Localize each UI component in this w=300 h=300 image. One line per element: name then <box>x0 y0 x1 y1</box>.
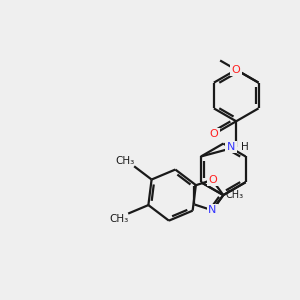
Text: N: N <box>227 142 235 152</box>
Text: CH₃: CH₃ <box>115 156 134 166</box>
Text: N: N <box>208 205 217 215</box>
Text: O: O <box>232 65 241 75</box>
Text: O: O <box>209 129 218 139</box>
Text: CH₃: CH₃ <box>225 190 243 200</box>
Text: O: O <box>208 175 217 185</box>
Text: H: H <box>241 142 249 152</box>
Text: CH₃: CH₃ <box>109 214 128 224</box>
